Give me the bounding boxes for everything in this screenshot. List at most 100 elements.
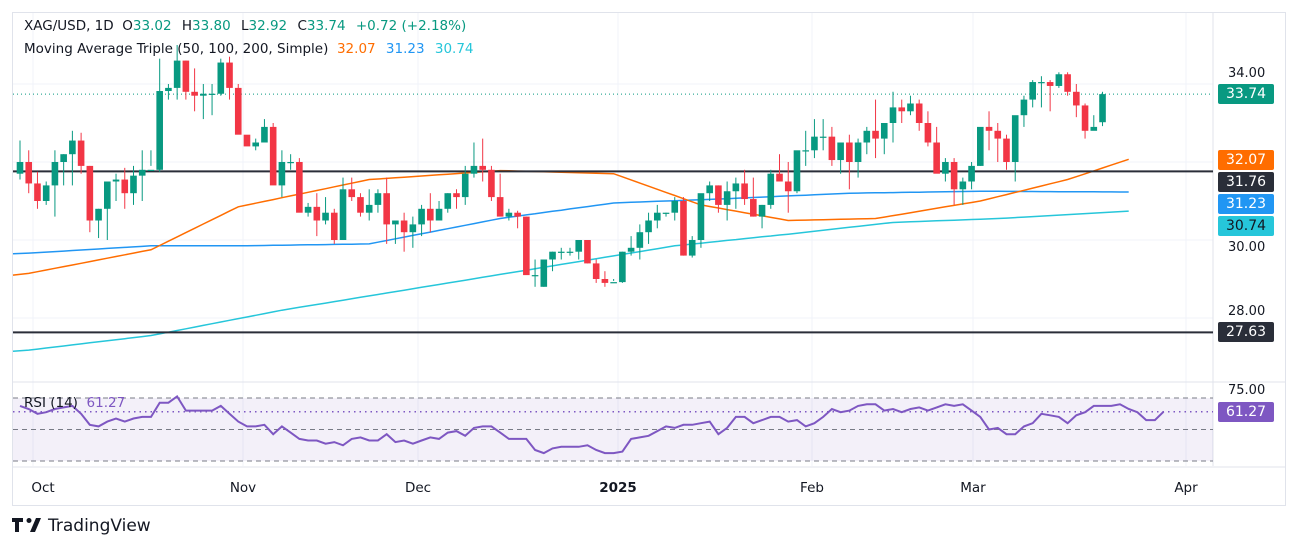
ma200-price-tag: 30.74: [1218, 216, 1274, 236]
candle-up: [409, 224, 417, 233]
time-label-feb: Feb: [800, 480, 824, 496]
candle-up: [200, 93, 207, 96]
candle-up: [470, 165, 478, 174]
candle-up: [42, 185, 50, 201]
support-price-tag: 27.63: [1218, 322, 1274, 342]
candle-up: [69, 140, 76, 155]
candle-up: [322, 212, 329, 221]
candle-down: [985, 126, 993, 131]
low-value: 32.92: [248, 18, 288, 34]
candle-up: [959, 181, 967, 190]
candle-up: [1029, 82, 1036, 100]
candle-up: [854, 142, 862, 162]
candle-up: [1055, 74, 1063, 86]
time-label-mar: Mar: [960, 480, 986, 496]
candle-down: [933, 142, 940, 174]
candle-down: [592, 263, 600, 279]
ma200-value: 30.74: [434, 41, 474, 57]
candle-down: [330, 212, 338, 240]
candle-up: [942, 162, 949, 174]
candle-up: [278, 162, 286, 186]
candle-up: [252, 142, 260, 147]
ma-legend-label: Moving Average Triple (50, 100, 200, Sim…: [24, 41, 329, 57]
candle-up: [662, 212, 670, 214]
candle-up: [863, 130, 871, 143]
candle-down: [846, 142, 853, 162]
rsi-value-tag: 61.27: [1218, 402, 1274, 422]
candle-up: [1090, 126, 1098, 131]
ma100-line: [12, 190, 1129, 255]
candle-down: [523, 216, 530, 276]
candle-up: [392, 220, 399, 225]
candle-down: [453, 193, 460, 198]
candle-up: [261, 126, 268, 143]
candle-up: [287, 162, 294, 164]
candle-down: [383, 193, 390, 225]
resistance-price-tag: 31.76: [1218, 172, 1274, 192]
ma50-line: [12, 158, 1129, 276]
candle-up: [811, 136, 818, 151]
candle-down: [741, 183, 748, 200]
candle-up: [802, 150, 809, 152]
price-tick-34: 34.00: [1228, 66, 1266, 81]
candle-up: [619, 251, 626, 283]
last-price-tag: 33.74: [1218, 84, 1274, 104]
candle-up: [365, 204, 373, 213]
candle-up: [907, 103, 914, 112]
candle-up: [51, 162, 59, 186]
candle-down: [348, 189, 356, 198]
price-tick-28: 28.00: [1228, 304, 1266, 319]
open-label: O: [122, 18, 133, 34]
candle-down: [994, 130, 1002, 139]
candle-up: [112, 179, 120, 182]
candle-down: [584, 240, 591, 264]
candle-down: [77, 140, 85, 166]
candle-down: [1046, 82, 1054, 86]
candle-up: [566, 251, 574, 253]
candle-up: [671, 201, 679, 213]
time-label-2025: 2025: [599, 480, 637, 496]
candle-down: [715, 185, 722, 205]
time-label-oct: Oct: [31, 480, 55, 496]
candle-down: [357, 197, 364, 213]
candle-down: [776, 173, 783, 182]
candle-down: [898, 107, 906, 112]
candle-down: [313, 206, 321, 221]
candle-up: [889, 107, 897, 123]
candle-up: [104, 181, 111, 209]
candle-down: [269, 126, 277, 186]
candle-up: [636, 232, 644, 248]
candle-up: [837, 142, 844, 161]
candle-down: [296, 162, 303, 213]
candle-up: [1038, 82, 1045, 84]
candle-up: [688, 240, 696, 256]
candle-down: [479, 165, 486, 170]
ma50-price-tag: 32.07: [1218, 150, 1274, 170]
tradingview-brand[interactable]: TradingView: [12, 516, 151, 536]
candle-down: [226, 62, 233, 88]
candle-up: [706, 185, 713, 194]
candle-up: [767, 173, 775, 205]
candle-up: [968, 165, 975, 182]
rsi-legend-value: 61.27: [86, 395, 126, 411]
candle-up: [156, 91, 163, 170]
tradingview-logo-icon: [12, 518, 41, 532]
candle-down: [1064, 74, 1071, 92]
ma50-value: 32.07: [336, 41, 376, 57]
candle-down: [828, 136, 836, 161]
candle-down: [25, 162, 33, 184]
ohlc-legend: XAG/USD, 1D O33.02 H33.80 L32.92 C33.74 …: [24, 18, 466, 34]
candle-up: [60, 154, 67, 162]
candle-down: [400, 220, 408, 233]
rsi-tick-75: 75.00: [1228, 383, 1266, 398]
candle-up: [444, 193, 452, 209]
candle-down: [34, 183, 41, 201]
high-value: 33.80: [192, 18, 231, 34]
candle-up: [339, 189, 347, 240]
brand-name: TradingView: [48, 516, 151, 536]
candle-down: [191, 91, 198, 96]
candle-up: [549, 251, 556, 260]
candle-up: [723, 191, 731, 205]
close-label: C: [297, 18, 307, 34]
